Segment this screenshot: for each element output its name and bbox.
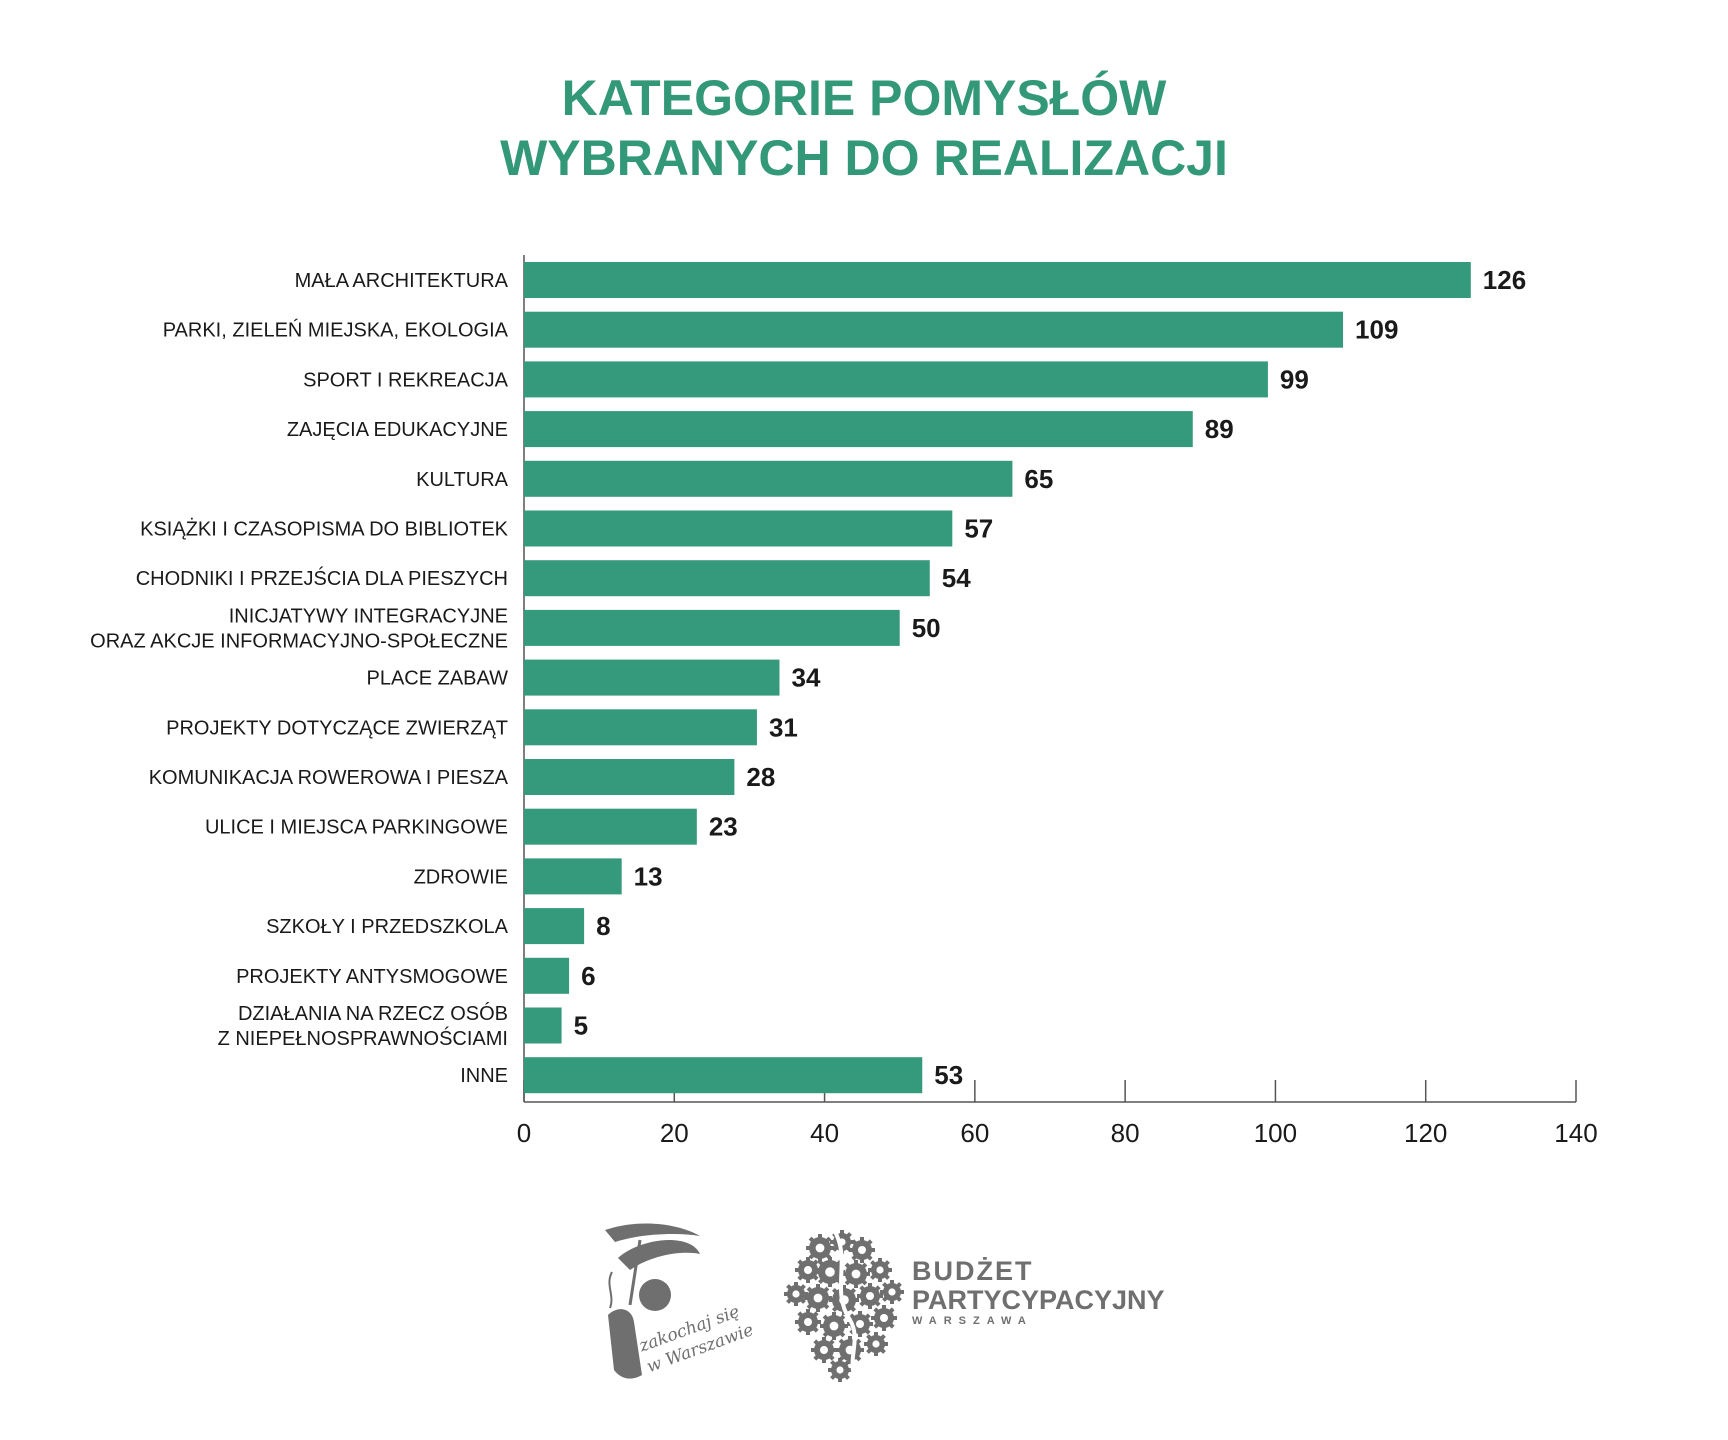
bar-value-label: 89 [1205, 414, 1234, 444]
chart-title-line-1: KATEGORIE POMYSŁÓW [561, 70, 1167, 126]
bar-value-label: 54 [942, 563, 971, 593]
bar [524, 311, 1344, 348]
gear-icon [795, 1257, 821, 1283]
chart-title-line-2: WYBRANYCH DO REALIZACJI [500, 130, 1228, 186]
bar-value-label: 50 [912, 613, 941, 643]
bar-value-label: 6 [581, 961, 595, 991]
bar-value-label: 5 [574, 1011, 588, 1041]
bar [524, 609, 900, 646]
gear-icon [795, 1309, 821, 1335]
logo-line-1: BUDŻET [912, 1256, 1034, 1286]
bar-value-label: 53 [934, 1060, 963, 1090]
footer-logos: zakochaj się w Warszawie BUDŻET PARTYCYP… [0, 1210, 1728, 1390]
bar-value-label: 28 [746, 762, 775, 792]
gear-icon [871, 1305, 897, 1331]
category-label: KOMUNIKACJA ROWEROWA I PIESZA [149, 767, 509, 789]
bar [524, 957, 570, 994]
bar-value-label: 8 [596, 911, 610, 941]
gear-icon [849, 1237, 875, 1263]
category-label: CHODNIKI I PRZEJŚCIA DLA PIESZYCH [136, 566, 508, 590]
x-tick-label: 140 [1554, 1118, 1597, 1148]
category-label: PROJEKTY DOTYCZĄCE ZWIERZĄT [166, 717, 508, 739]
x-tick-label: 60 [960, 1118, 989, 1148]
gear-icon [868, 1258, 892, 1282]
gear-icon [828, 1358, 852, 1382]
x-tick-label: 40 [810, 1118, 839, 1148]
bar-value-label: 126 [1483, 265, 1526, 295]
bar [524, 759, 735, 795]
category-label: PROJEKTY ANTYSMOGOWE [236, 966, 508, 988]
gear-icon [784, 1282, 808, 1306]
category-label: ULICE I MIEJSCA PARKINGOWE [205, 817, 508, 839]
category-label: KSIĄŻKI I CZASOPISMA DO BIBLIOTEK [140, 518, 509, 541]
x-tick-label: 100 [1254, 1118, 1297, 1148]
gear-icon [880, 1280, 904, 1304]
bar-value-label: 13 [634, 861, 663, 891]
category-label: INICJATYWY INTEGRACYJNE [229, 605, 508, 627]
bar [524, 460, 1013, 497]
gear-icon [806, 1234, 834, 1262]
gear-icon [864, 1332, 888, 1356]
x-tick-label: 0 [517, 1118, 531, 1148]
bar [524, 1007, 562, 1044]
category-label: ORAZ AKCJE INFORMACYJNO-SPOŁECZNE [90, 630, 508, 652]
bar [524, 659, 780, 696]
category-label: KULTURA [416, 469, 509, 491]
gear-icon [842, 1260, 870, 1288]
bar [524, 361, 1268, 398]
category-label: SZKOŁY I PRZEDSZKOLA [266, 916, 509, 938]
bar [524, 908, 585, 945]
category-label: Z NIEPEŁNOSPRAWNOŚCIAMI [218, 1026, 508, 1050]
gear-icon [857, 1283, 883, 1309]
gear-icon [847, 1311, 873, 1337]
chart-title: KATEGORIE POMYSŁÓW WYBRANYCH DO REALIZAC… [0, 68, 1728, 188]
category-label: SPORT I REKREACJA [303, 369, 509, 391]
gears-map-icon [784, 1228, 904, 1382]
bar [524, 262, 1471, 298]
gear-icon [811, 1337, 837, 1363]
bar [524, 560, 930, 597]
logo-line-2: PARTYCYPACYJNY [912, 1285, 1165, 1315]
bar-value-label: 99 [1280, 364, 1309, 394]
bar [524, 709, 757, 746]
category-label: PARKI, ZIELEŃ MIEJSKA, EKOLOGIA [163, 319, 509, 342]
bar-value-label: 65 [1024, 464, 1053, 494]
category-label: INNE [460, 1065, 508, 1087]
bar [524, 1057, 923, 1094]
mermaid-logo-text: zakochaj się w Warszawie [636, 1302, 757, 1377]
category-label: PLACE ZABAW [366, 668, 508, 690]
logo-graphics: zakochaj się w Warszawie [605, 1223, 904, 1382]
bar [524, 411, 1193, 448]
gear-icon [820, 1312, 848, 1340]
category-label: DZIAŁANIA NA RZECZ OSÓB [238, 1002, 508, 1025]
bar [524, 808, 697, 845]
logo-line-3: WARSZAWA [912, 1315, 1033, 1327]
category-label: MAŁA ARCHITEKTURA [295, 270, 509, 292]
budzet-partycypacyjny-logo-text: BUDŻET PARTYCYPACYJNY WARSZAWA [912, 1258, 1165, 1327]
bar-value-label: 57 [964, 514, 993, 544]
bar-value-label: 31 [769, 712, 798, 742]
mermaid-logo-icon [605, 1223, 700, 1379]
river-line [832, 1228, 858, 1381]
x-tick-label: 80 [1111, 1118, 1140, 1148]
bar-value-label: 34 [791, 663, 820, 693]
category-label: ZAJĘCIA EDUKACYJNE [287, 419, 508, 441]
bar-value-label: 23 [709, 812, 738, 842]
bar-value-label: 109 [1355, 315, 1398, 345]
gear-icon [804, 1284, 832, 1312]
x-tick-label: 20 [660, 1118, 689, 1148]
bar [524, 510, 953, 547]
category-label: ZDROWIE [414, 866, 508, 888]
x-tick-label: 120 [1404, 1118, 1447, 1148]
bar-chart: 0 20 40 60 80 100 120 140 126 MAŁA ARCHITEKTURA 10… [90, 255, 1598, 1148]
bar [524, 858, 622, 895]
